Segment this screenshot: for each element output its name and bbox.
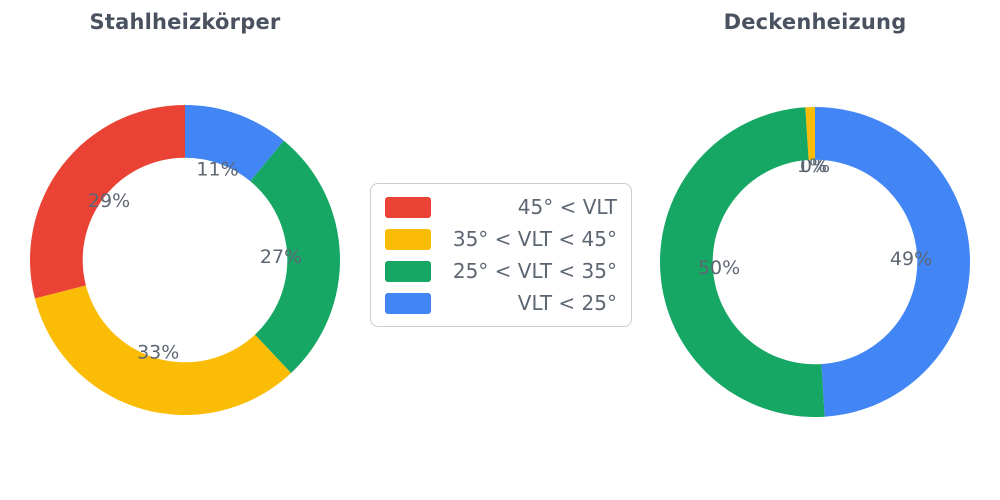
legend-swatch-blue-icon [385,292,431,314]
donut-chart-deckenheizung: 0%1% 50% 49% [660,107,971,418]
legend-item-45-lt-vlt: 45° < VLT [385,194,617,220]
percent-label: 1% [797,155,827,177]
legend-label: 25° < VLT < 35° [452,259,617,283]
donut-slice-3 [185,105,284,182]
chart-title-stahlheizkoerper: Stahlheizkörper [89,10,281,34]
legend-item-25-vlt-35: 25° < VLT < 35° [385,258,617,284]
legend-swatch-yellow-icon [385,228,431,250]
legend-label: 45° < VLT [517,195,617,219]
percent-label: 50% [698,257,740,279]
legend-label: 35° < VLT < 45° [452,227,617,251]
chart-title-deckenheizung: Deckenheizung [723,10,907,34]
percent-label: 29% [88,190,130,212]
donut-chart-stahlheizkoerper: 29% 33% 27% 11% [29,105,340,415]
donut-slice-2 [250,140,340,373]
legend-swatch-red-icon [385,196,431,218]
percent-label: 27% [260,246,302,268]
percent-label: 11% [196,159,238,181]
donut-slice-2 [660,107,825,418]
legend-item-35-vlt-45: 35° < VLT < 45° [385,226,617,252]
legend-box: 45° < VLT 35° < VLT < 45° 25° < VLT < 35… [370,183,632,327]
donut-slice-3 [815,107,971,417]
donut-slice-1 [34,285,292,415]
percent-label: 33% [137,341,179,363]
donut-slice-1 [805,107,815,160]
percent-label: 0% [800,155,830,177]
percent-label: 49% [890,248,932,270]
donut-slice-0 [29,105,185,299]
legend-item-vlt-lt-25: VLT < 25° [385,290,617,316]
legend-swatch-green-icon [385,260,431,282]
legend-label: VLT < 25° [517,291,617,315]
